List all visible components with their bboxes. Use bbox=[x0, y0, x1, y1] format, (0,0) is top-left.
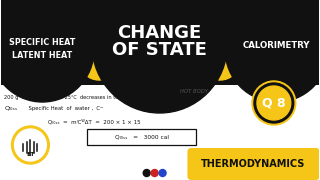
Circle shape bbox=[12, 126, 49, 164]
Circle shape bbox=[0, 0, 94, 102]
Text: CHANGE: CHANGE bbox=[117, 24, 202, 42]
Circle shape bbox=[225, 0, 320, 102]
Text: HOT BODY: HOT BODY bbox=[180, 89, 208, 93]
Text: Qₗ₀ₛₛ   =   3000 cal: Qₗ₀ₛₛ = 3000 cal bbox=[115, 134, 169, 140]
Circle shape bbox=[252, 81, 296, 125]
Circle shape bbox=[257, 86, 291, 120]
Circle shape bbox=[14, 129, 46, 161]
Bar bbox=[1, 0, 319, 85]
Circle shape bbox=[151, 170, 158, 177]
Circle shape bbox=[79, 40, 119, 80]
Text: ET: ET bbox=[26, 152, 35, 158]
Text: Qₗ₀ₛₛ  =  mᵎCᵂΔT  =  200 × 1 × 15: Qₗ₀ₛₛ = mᵎCᵂΔT = 200 × 1 × 15 bbox=[48, 119, 141, 125]
Circle shape bbox=[159, 170, 166, 177]
Text: THERMODYNAMICS: THERMODYNAMICS bbox=[201, 159, 306, 169]
Text: SPECIFIC HEAT: SPECIFIC HEAT bbox=[9, 37, 76, 46]
Text: Specific Heat  of  water ,  Cᵂ: Specific Heat of water , Cᵂ bbox=[22, 105, 104, 111]
Text: LATENT HEAT: LATENT HEAT bbox=[12, 51, 73, 60]
Text: CALORIMETRY: CALORIMETRY bbox=[243, 40, 311, 50]
Text: OF STATE: OF STATE bbox=[112, 41, 207, 59]
FancyBboxPatch shape bbox=[87, 129, 196, 145]
Bar bbox=[1, 85, 319, 180]
Circle shape bbox=[143, 170, 150, 177]
Text: 200 g  of  WATER  →  At 25°C  decreases in temp  to 10°C  →  ΔT =: 200 g of WATER → At 25°C decreases in te… bbox=[4, 94, 171, 100]
Circle shape bbox=[200, 40, 240, 80]
Circle shape bbox=[92, 0, 227, 113]
Text: Q 8: Q 8 bbox=[262, 96, 286, 109]
Circle shape bbox=[254, 83, 294, 123]
Text: Qₗ₀ₛₛ: Qₗ₀ₛₛ bbox=[4, 105, 18, 111]
FancyBboxPatch shape bbox=[188, 148, 320, 180]
